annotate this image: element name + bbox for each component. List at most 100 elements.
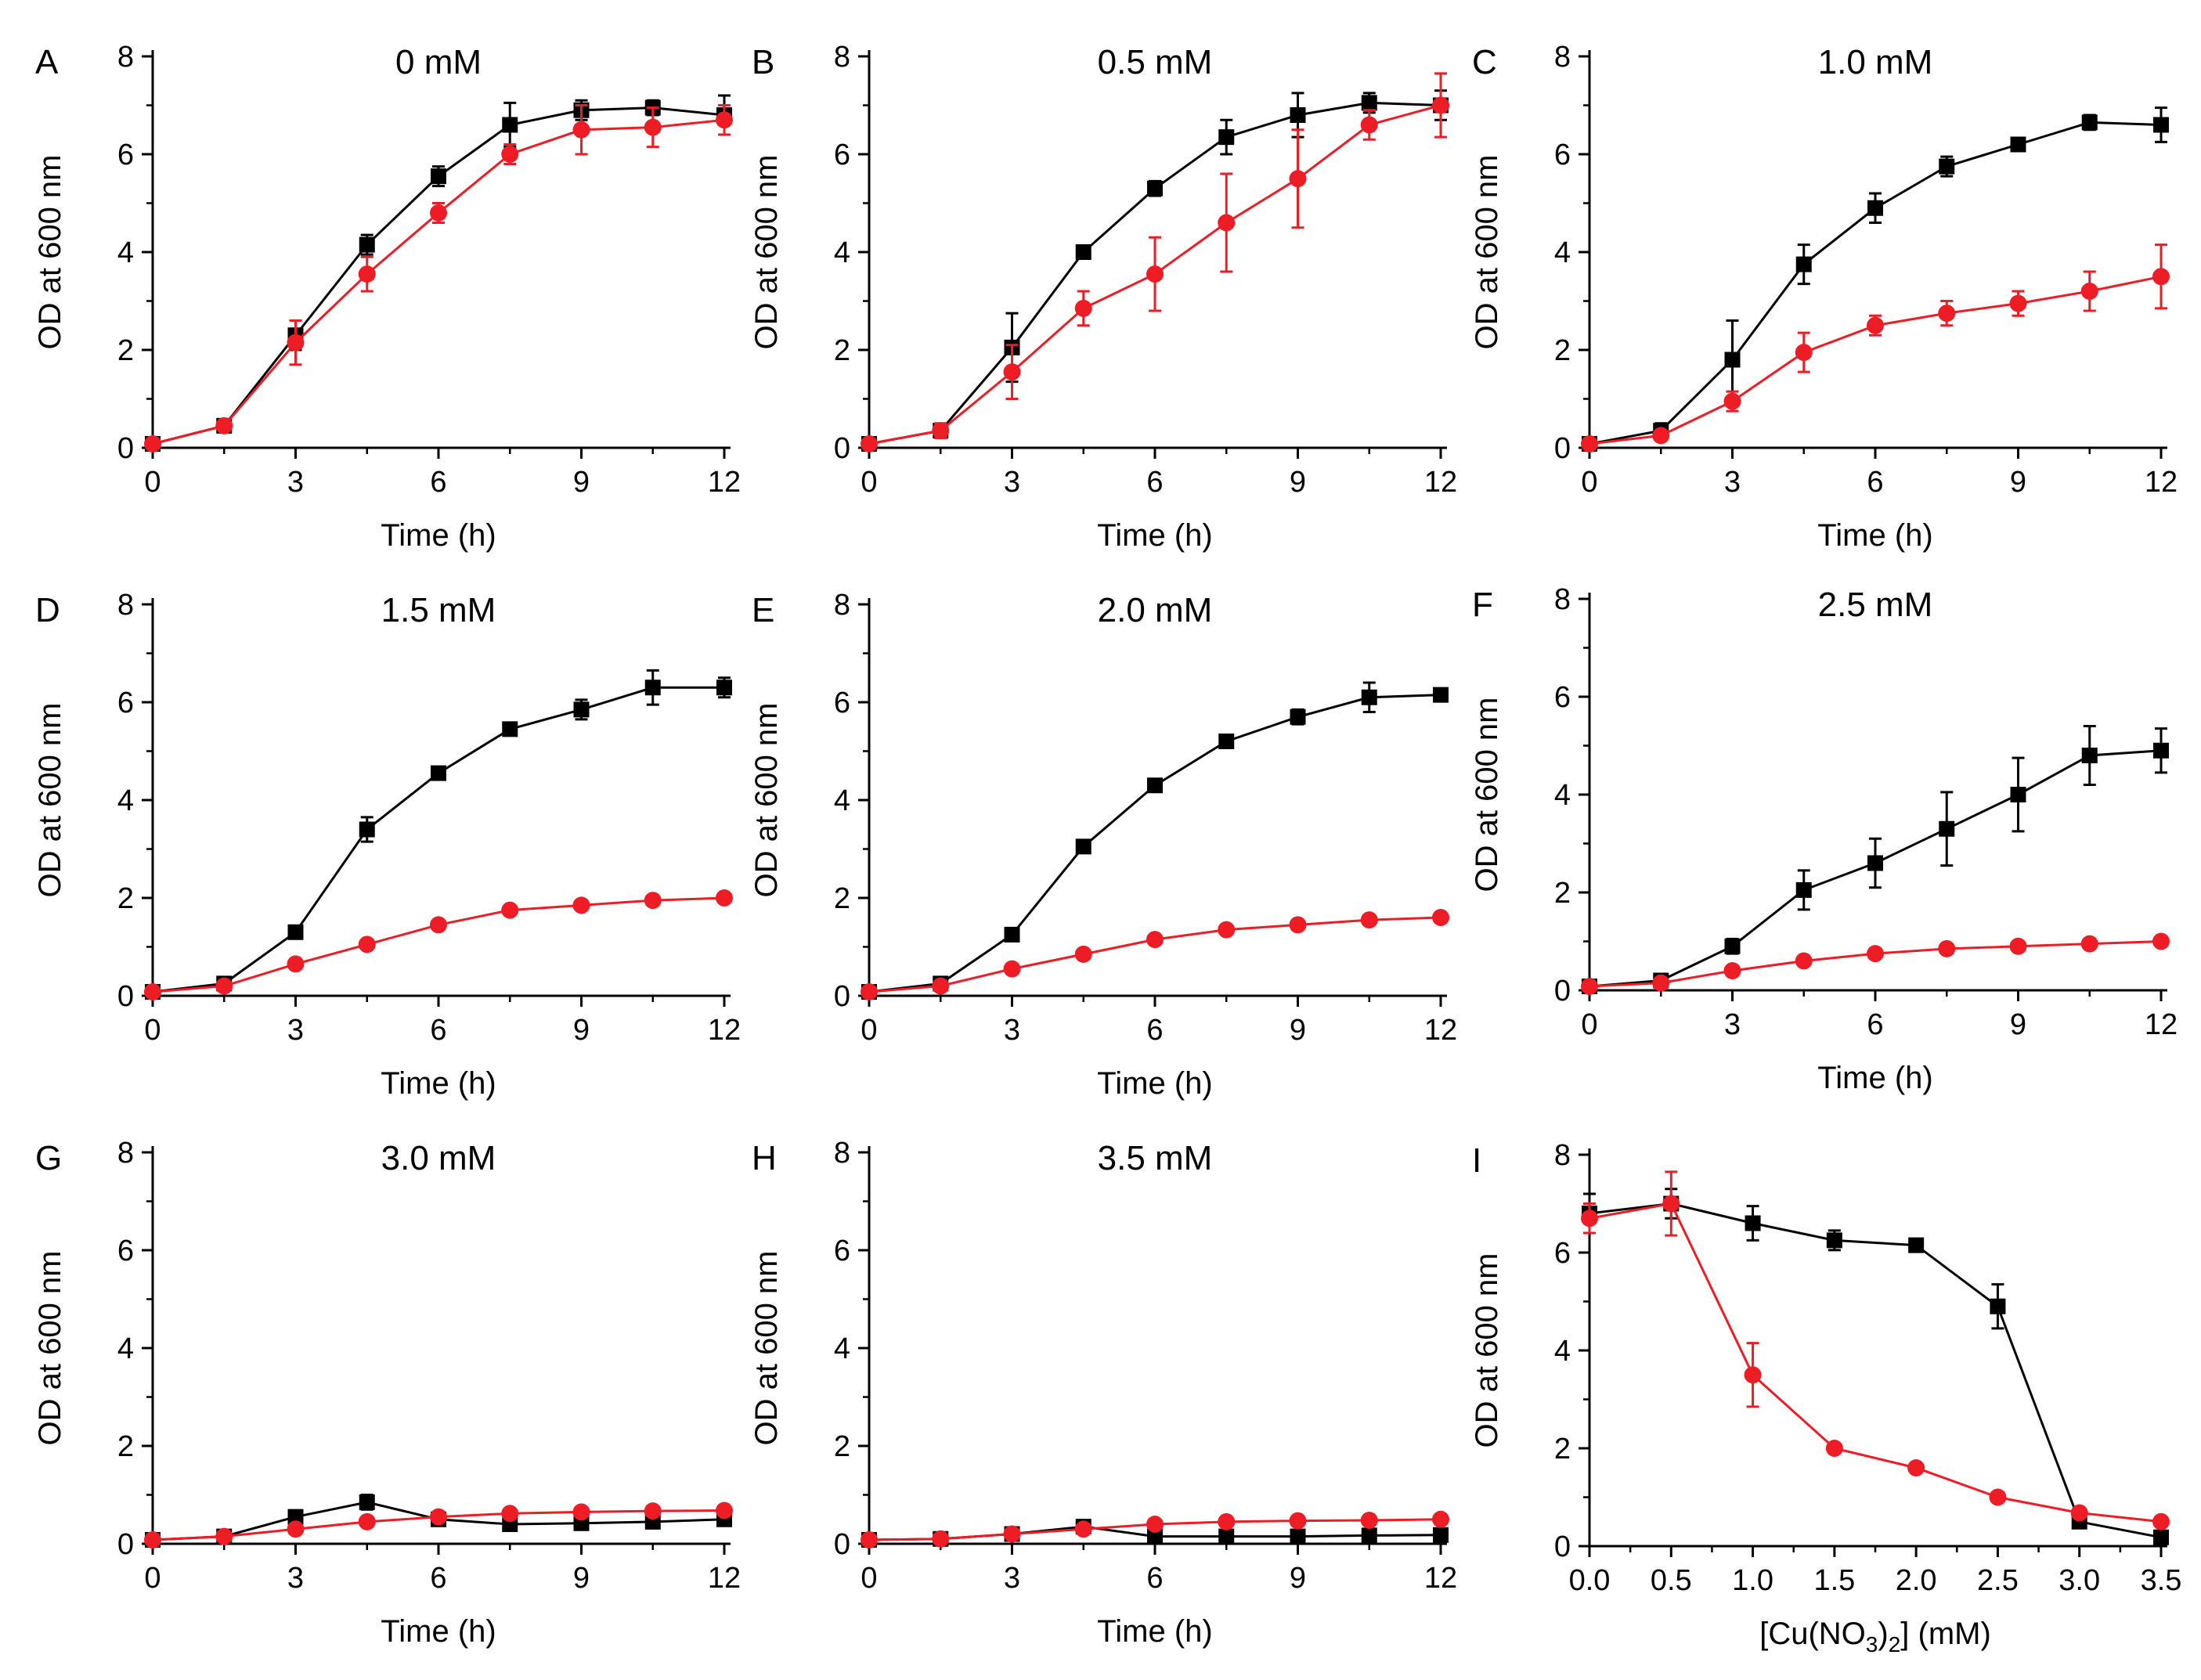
panel-title: 2.0 mM	[1098, 591, 1213, 629]
data-point-red	[1146, 265, 1164, 283]
y-tick-label: 6	[117, 687, 134, 719]
data-point-red	[1074, 945, 1092, 963]
data-point-black	[287, 924, 304, 940]
panel-title: 3.0 mM	[381, 1139, 496, 1177]
data-point-red	[644, 1502, 662, 1520]
data-point-red	[1218, 1512, 1236, 1530]
x-tick-label: 0	[1581, 466, 1597, 499]
data-point-red	[2009, 294, 2027, 312]
data-point-red	[2152, 1512, 2170, 1530]
x-axis-label: Time (h)	[381, 518, 496, 553]
y-tick-label: 6	[834, 139, 850, 171]
x-tick-label: 0	[1581, 1008, 1597, 1041]
data-point-black	[1361, 95, 1377, 111]
data-point-red	[1795, 344, 1813, 362]
data-point-red	[1989, 1488, 2007, 1506]
panel-letter: E	[752, 591, 774, 629]
data-point-red	[1662, 1195, 1680, 1213]
panel-title: 1.0 mM	[1818, 43, 1933, 81]
data-point-black	[1361, 689, 1377, 705]
data-point-red	[932, 977, 950, 995]
series-line-black	[1589, 121, 2162, 445]
y-tick-label: 4	[117, 784, 134, 817]
y-tick-label: 0	[1554, 1530, 1571, 1563]
series-black	[1582, 106, 2169, 452]
data-point-red	[430, 1508, 447, 1526]
y-tick-label: 6	[117, 1235, 134, 1267]
data-point-red	[358, 936, 376, 954]
x-axis-label: Time (h)	[1097, 1614, 1212, 1649]
x-tick-label: 0	[861, 1562, 877, 1595]
data-point-red	[1938, 305, 1956, 323]
x-tick-label: 6	[430, 466, 446, 499]
panel-h: 0 3 6 9 12 0 2 4 6 8 H 3.5 mM OD at 600 nm Time (h)	[749, 1137, 1457, 1649]
series-line-red	[1589, 1202, 2162, 1523]
data-point-red	[1825, 1440, 1843, 1457]
data-point-black	[1075, 838, 1091, 855]
data-point-red	[716, 111, 733, 129]
data-point-red	[1003, 1525, 1021, 1543]
data-point-black	[1218, 1528, 1235, 1545]
x-axis-label-part: [Cu(NO	[1759, 1617, 1866, 1651]
x-axis-label: Time (h)	[1817, 1061, 1932, 1095]
x-tick-label: 12	[1424, 466, 1457, 499]
x-tick-label: 3	[1004, 1562, 1020, 1595]
data-point-black	[2153, 1529, 2169, 1545]
y-axis-label: OD at 600 nm	[749, 702, 784, 897]
panel-title: 3.5 mM	[1098, 1139, 1213, 1177]
data-point-black	[1147, 777, 1163, 794]
panel-letter: B	[752, 43, 774, 81]
data-point-red	[1581, 978, 1598, 995]
panel-c: 0 3 6 9 12 0 2 4 6 8 C 1.0 mM OD at 600 nm Time (h)	[1470, 41, 2178, 553]
x-tick-label: 9	[573, 1014, 590, 1047]
x-tick-label: 0	[144, 1014, 161, 1047]
panel-f: 0 3 6 9 12 0 2 4 6 8 F 2.5 mM OD at 600 nm Time (h)	[1470, 583, 2178, 1095]
series-black	[861, 681, 1449, 1000]
data-point-red	[1218, 921, 1236, 939]
x-tick-label: 12	[1424, 1562, 1457, 1595]
x-axis-label: [Cu(NO3)2] (mM)	[1759, 1617, 1991, 1657]
y-tick-label: 0	[834, 980, 850, 1013]
y-tick-label: 2	[117, 882, 134, 915]
x-axis-label: Time (h)	[381, 1066, 496, 1101]
series-line-black	[1589, 1202, 2162, 1539]
y-tick-label: 0	[1554, 975, 1571, 1008]
y-tick-label: 0	[117, 980, 134, 1013]
series-line-red	[868, 916, 1441, 993]
x-tick-label: 6	[1867, 466, 1883, 499]
panel-g: 0 3 6 9 12 0 2 4 6 8 G 3.0 mM OD at 600 nm Time (h)	[33, 1137, 741, 1649]
data-point-red	[1581, 435, 1598, 452]
data-point-red	[2152, 268, 2170, 286]
data-point-black	[1990, 1298, 2006, 1314]
data-point-red	[644, 118, 662, 136]
data-point-red	[932, 422, 950, 440]
x-tick-label: 12	[2145, 1008, 2178, 1041]
data-point-black	[1361, 1527, 1377, 1544]
data-point-red	[215, 1527, 233, 1545]
panel-letter: I	[1472, 1141, 1481, 1180]
data-point-red	[1907, 1459, 1925, 1476]
data-point-black	[1867, 200, 1883, 216]
y-tick-label: 6	[1554, 1237, 1571, 1270]
panel-letter: A	[35, 43, 59, 81]
x-tick-label: 12	[708, 1014, 741, 1047]
data-point-black	[2081, 114, 2098, 131]
y-tick-label: 4	[834, 236, 850, 269]
x-tick-label: 3.0	[2058, 1564, 2100, 1597]
panel-title: 1.5 mM	[381, 591, 496, 629]
y-tick-label: 0	[834, 432, 850, 465]
panel-b: 0 3 6 9 12 0 2 4 6 8 B 0.5 mM OD at 600 nm Time (h)	[749, 41, 1457, 553]
x-tick-label: 3	[1004, 466, 1020, 499]
data-point-black	[359, 821, 375, 838]
y-tick-label: 4	[834, 784, 850, 817]
data-point-black	[1795, 256, 1812, 272]
series-red	[1581, 932, 2170, 995]
x-tick-label: 9	[2010, 466, 2026, 499]
data-point-red	[1432, 1510, 1449, 1528]
data-point-red	[1723, 962, 1741, 979]
x-axis-label-part: 2	[1889, 1632, 1901, 1657]
data-point-red	[1581, 1210, 1598, 1228]
y-axis-label: OD at 600 nm	[33, 702, 67, 897]
data-point-black	[1004, 926, 1020, 943]
x-tick-label: 9	[1290, 1562, 1306, 1595]
